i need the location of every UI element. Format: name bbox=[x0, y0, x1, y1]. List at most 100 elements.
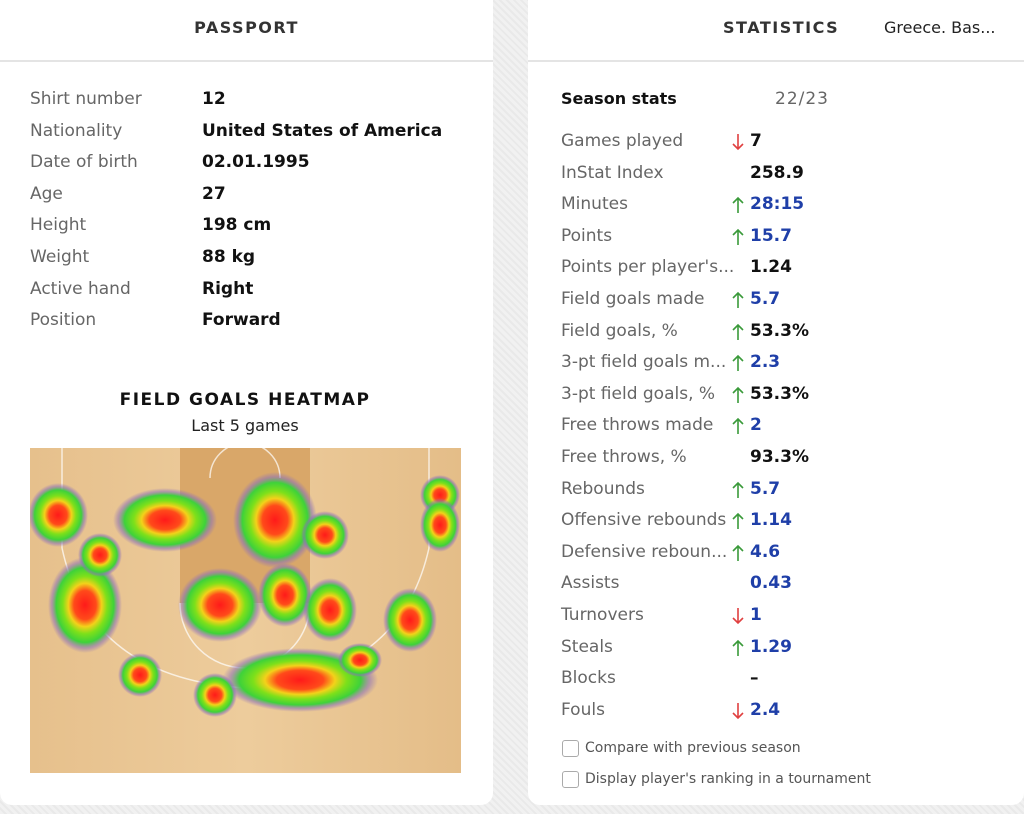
heat-spot bbox=[420, 498, 460, 552]
stat-label: Offensive rebounds bbox=[561, 510, 727, 531]
stat-label: Defensive reboun... bbox=[561, 541, 728, 562]
field-value: 27 bbox=[202, 183, 226, 204]
field-label: Active hand bbox=[30, 278, 131, 299]
trend-arrow bbox=[732, 134, 744, 151]
trend-arrow bbox=[732, 702, 744, 719]
trend-arrow bbox=[732, 513, 744, 530]
heat-spot bbox=[118, 653, 162, 697]
field-value: United States of America bbox=[202, 120, 443, 141]
field-value: Right bbox=[202, 278, 254, 299]
checkbox[interactable] bbox=[562, 771, 579, 788]
field-label: Shirt number bbox=[30, 89, 142, 109]
stat-value: 93.3% bbox=[750, 447, 809, 467]
stat-label: Fouls bbox=[561, 699, 605, 720]
heat-spots bbox=[30, 472, 460, 717]
stat-value: 53.3% bbox=[750, 320, 809, 341]
stat-value: 5.7 bbox=[750, 478, 781, 499]
trend-arrow bbox=[732, 228, 744, 245]
stat-label: Points per player's... bbox=[561, 257, 735, 278]
stat-label: Turnovers bbox=[561, 605, 644, 625]
stat-value: 5.7 bbox=[750, 289, 781, 309]
panel-header: STATISTICS Greece. Bas... bbox=[528, 0, 1024, 62]
field-value: 88 kg bbox=[202, 247, 256, 267]
stat-label: Minutes bbox=[561, 194, 628, 215]
stat-label: Field goals, % bbox=[561, 320, 678, 341]
stat-value: – bbox=[750, 668, 759, 689]
field-label: Date of birth bbox=[30, 152, 138, 173]
stat-label: InStat Index bbox=[561, 162, 664, 183]
stat-label: Steals bbox=[561, 636, 613, 657]
stat-value: 0.43 bbox=[750, 573, 792, 594]
field-value: Forward bbox=[202, 310, 281, 331]
stat-value: 7 bbox=[750, 131, 762, 151]
trend-arrow bbox=[732, 608, 744, 625]
field-value: 12 bbox=[202, 89, 226, 109]
stat-label: Rebounds bbox=[561, 478, 645, 499]
stat-value: 28:15 bbox=[750, 194, 805, 215]
trend-arrow bbox=[732, 544, 744, 561]
stat-value: 1.14 bbox=[750, 510, 792, 531]
stat-label: Assists bbox=[561, 573, 620, 594]
season: 22/23 bbox=[775, 89, 829, 109]
heat-spot bbox=[301, 511, 349, 559]
stat-value: 2 bbox=[750, 415, 762, 436]
checkbox-label[interactable]: Display player's ranking in a tournament bbox=[585, 771, 871, 787]
passport-panel: PASSPORT FIELD GOALS HEATMAP Last 5 game… bbox=[0, 0, 493, 805]
trend-arrow bbox=[732, 639, 744, 656]
stat-value: 1.24 bbox=[750, 257, 792, 278]
field-label: Height bbox=[30, 215, 87, 236]
heat-spot bbox=[383, 588, 437, 652]
stat-value: 1.29 bbox=[750, 636, 792, 657]
trend-arrow bbox=[732, 291, 744, 308]
heat-spot bbox=[258, 563, 312, 627]
checkbox[interactable] bbox=[562, 740, 579, 757]
field-label: Age bbox=[30, 183, 63, 204]
field-label: Nationality bbox=[30, 120, 123, 141]
heat-spot bbox=[233, 472, 317, 568]
heat-spot bbox=[78, 533, 122, 577]
trend-arrow bbox=[732, 481, 744, 498]
stat-label: 3-pt field goals m... bbox=[561, 352, 727, 373]
stat-label: 3-pt field goals, % bbox=[561, 383, 716, 404]
stat-label: Points bbox=[561, 225, 613, 246]
heat-spot bbox=[303, 578, 357, 642]
stat-label: Free throws, % bbox=[561, 447, 687, 467]
heat-spot bbox=[113, 488, 217, 552]
stat-value: 2.3 bbox=[750, 352, 781, 373]
heatmap bbox=[30, 448, 461, 773]
statistics-panel: STATISTICS Greece. Bas... Season stats 2… bbox=[528, 0, 1024, 805]
stat-label: Blocks bbox=[561, 668, 616, 689]
stat-value: 1 bbox=[750, 605, 762, 625]
panel-header: PASSPORT bbox=[0, 0, 493, 62]
stat-value: 258.9 bbox=[750, 162, 804, 183]
heat-spot bbox=[338, 643, 382, 677]
statistics-title: STATISTICS bbox=[723, 18, 840, 37]
stat-label: Games played bbox=[561, 131, 684, 151]
stat-label: Free throws made bbox=[561, 415, 714, 436]
stat-value: 2.4 bbox=[750, 699, 781, 720]
field-label: Weight bbox=[30, 247, 90, 267]
stat-label: Field goals made bbox=[561, 289, 705, 309]
heat-spot bbox=[48, 557, 122, 653]
heat-spot bbox=[178, 568, 262, 642]
heat-spot bbox=[193, 673, 237, 717]
tournament-select[interactable]: Greece. Bas... bbox=[884, 18, 996, 37]
heatmap-title: FIELD GOALS HEATMAP bbox=[119, 390, 371, 410]
field-value: 198 cm bbox=[202, 215, 272, 236]
heatmap-subtitle: Last 5 games bbox=[191, 416, 299, 435]
trend-arrow bbox=[732, 355, 744, 372]
trend-arrow bbox=[732, 418, 744, 435]
trend-arrow bbox=[732, 386, 744, 403]
heat-spot bbox=[30, 483, 88, 547]
trend-arrow bbox=[732, 197, 744, 214]
field-value: 02.01.1995 bbox=[202, 152, 310, 173]
checkbox-label[interactable]: Compare with previous season bbox=[585, 740, 801, 756]
stat-value: 15.7 bbox=[750, 225, 792, 246]
field-label: Position bbox=[30, 310, 97, 331]
stat-value: 4.6 bbox=[750, 541, 781, 562]
section-title: Season stats bbox=[561, 89, 677, 108]
trend-arrow bbox=[732, 323, 744, 340]
passport-title: PASSPORT bbox=[194, 18, 299, 37]
stat-value: 53.3% bbox=[750, 383, 809, 404]
